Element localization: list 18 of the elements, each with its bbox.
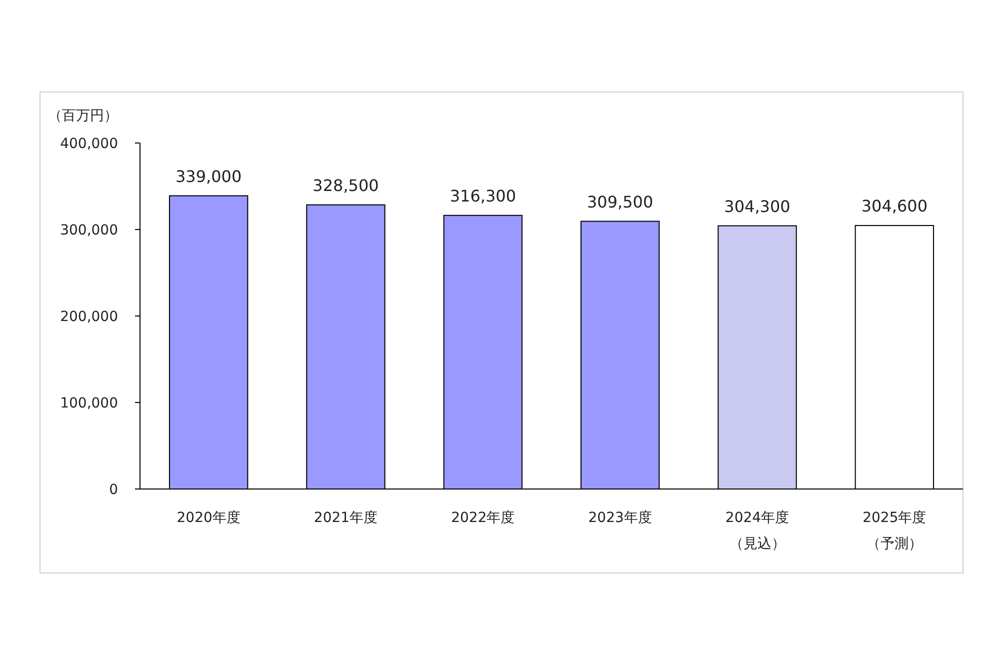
y-tick-label: 200,000: [60, 309, 118, 325]
data-label: 309,500: [586, 192, 654, 212]
data-label: 339,000: [175, 166, 242, 186]
y-tick-label: 400,000: [60, 136, 118, 152]
data-label: 328,500: [312, 176, 379, 195]
data-label: 316,300: [450, 186, 516, 206]
y-tick-label: 0: [109, 482, 118, 498]
data-label: 304,300: [724, 196, 790, 216]
x-tick-label: 2024年度（見込）: [725, 510, 790, 552]
x-tick-label: 2023年度: [588, 510, 652, 526]
y-tick-label: 100,000: [60, 396, 118, 412]
x-tick-label: 2020年度: [176, 510, 240, 526]
x-tick-label: 2021年度: [314, 510, 378, 526]
data-label: 304,600: [861, 196, 928, 216]
x-tick-label: 2025年度（予測）: [862, 510, 926, 552]
x-tick-label: 2022年度: [451, 510, 515, 526]
y-axis-title: （百万円）: [48, 108, 118, 124]
y-tick-label: 300,000: [60, 222, 118, 238]
